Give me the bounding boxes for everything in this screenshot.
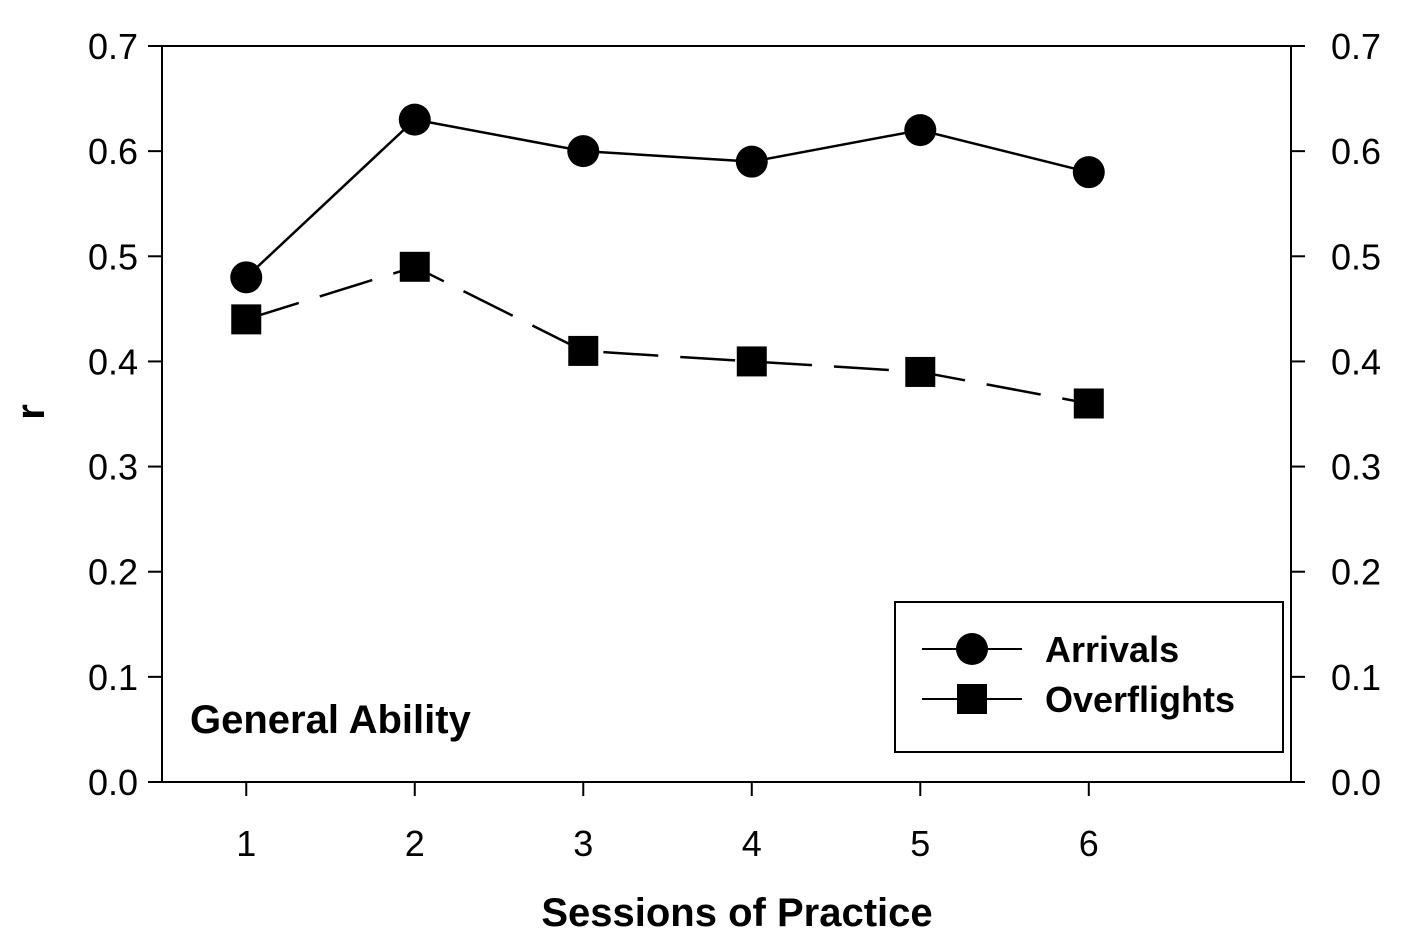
data-point-arrivals [567, 135, 600, 168]
axes [161, 45, 1292, 783]
data-point-overflights [399, 251, 430, 282]
y2-tick-label: 0.3 [1331, 447, 1381, 488]
plot-frame [161, 45, 1292, 783]
y2-tick-label: 0.4 [1331, 341, 1381, 382]
data-point-arrivals [735, 145, 768, 178]
data-point-overflights [736, 346, 767, 377]
legend-label-arrivals: Arrivals [1045, 629, 1179, 670]
x-tick-label: 6 [1079, 823, 1099, 864]
x-tick-label: 3 [573, 823, 593, 864]
y-tick-label: 0.0 [88, 762, 138, 803]
y-axis-left: 0.0 0.1 0.2 0.3 0.4 0.5 0.6 0.7 [88, 26, 162, 803]
series-line-arrivals [245, 118, 1090, 279]
y2-tick-label: 0.6 [1331, 131, 1381, 172]
x-tick-label: 5 [910, 823, 930, 864]
x-axis: 1 2 3 4 5 6 [236, 782, 1099, 864]
series-line-overflights [245, 265, 1090, 405]
x-tick-label: 4 [742, 823, 762, 864]
x-tick-label: 1 [236, 823, 256, 864]
y-tick-label: 0.3 [88, 447, 138, 488]
data-point-arrivals [1072, 156, 1105, 189]
data-point-overflights [1073, 388, 1104, 419]
y-tick-label: 0.2 [88, 552, 138, 593]
y-tick-label: 0.4 [88, 341, 138, 382]
y-tick-label: 0.5 [88, 236, 138, 277]
legend-marker-overflights [957, 684, 987, 714]
y-tick-label: 0.7 [88, 26, 138, 67]
y2-tick-label: 0.5 [1331, 236, 1381, 277]
data-point-arrivals [904, 114, 937, 147]
data-point-arrivals [230, 261, 263, 294]
data-point-arrivals [398, 103, 431, 136]
chart-annotation: General Ability [190, 698, 472, 742]
y-tick-label: 0.6 [88, 131, 138, 172]
y2-tick-label: 0.0 [1331, 762, 1381, 803]
data-point-overflights [568, 335, 599, 366]
data-point-overflights [905, 356, 936, 387]
y2-tick-label: 0.7 [1331, 26, 1381, 67]
y-axis-title: r [9, 404, 53, 420]
x-tick-label: 2 [405, 823, 425, 864]
legend-marker-arrivals [956, 633, 988, 665]
x-axis-title: Sessions of Practice [541, 891, 932, 935]
y2-tick-label: 0.1 [1331, 657, 1381, 698]
data-point-overflights [231, 304, 262, 335]
y2-tick-label: 0.2 [1331, 552, 1381, 593]
legend: Arrivals Overflights [894, 601, 1284, 753]
y-tick-label: 0.1 [88, 657, 138, 698]
y-axis-right: 0.0 0.1 0.2 0.3 0.4 0.5 0.6 0.7 [1291, 26, 1381, 803]
series-layer [230, 103, 1105, 419]
legend-box [894, 601, 1284, 753]
legend-label-overflights: Overflights [1045, 679, 1235, 720]
